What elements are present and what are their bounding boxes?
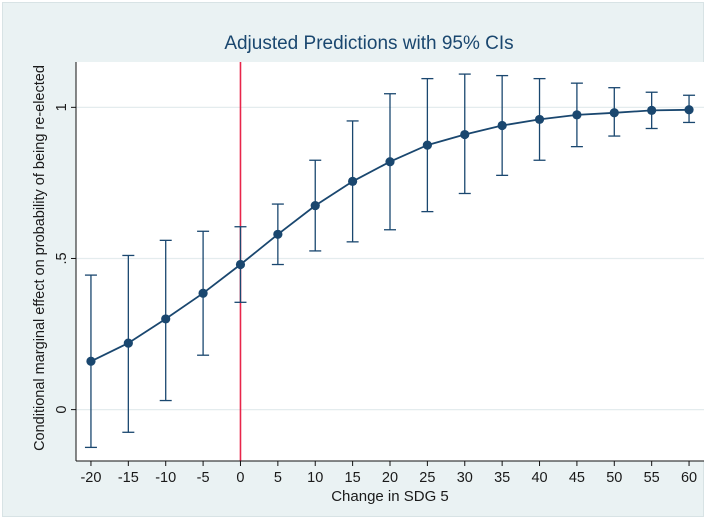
x-tick-label: 35 xyxy=(494,470,510,486)
data-point xyxy=(310,200,320,211)
x-tick-label: 10 xyxy=(307,470,323,486)
x-tick-label: 45 xyxy=(569,470,585,486)
x-tick-label: -5 xyxy=(197,470,210,486)
x-tick-label: -20 xyxy=(80,470,101,486)
data-point xyxy=(161,314,171,324)
data-point xyxy=(460,129,470,140)
x-tick-label: 20 xyxy=(382,470,398,486)
x-axis-label: Change in SDG 5 xyxy=(331,488,449,505)
y-tick-label: 1 xyxy=(54,103,70,111)
x-tick-label: 25 xyxy=(419,470,435,486)
data-point xyxy=(422,140,432,150)
data-point xyxy=(684,105,694,115)
y-axis-label: Conditional marginal effect on probabili… xyxy=(32,65,48,451)
x-tick-label: 5 xyxy=(274,470,282,486)
data-point xyxy=(385,157,395,167)
data-point xyxy=(273,229,283,239)
prediction-points xyxy=(86,105,694,366)
data-point xyxy=(86,356,96,366)
data-point xyxy=(497,120,507,131)
data-point xyxy=(235,259,246,270)
x-tick-label: 30 xyxy=(457,470,473,486)
data-point xyxy=(123,338,133,348)
x-tick-label: 15 xyxy=(345,470,361,486)
chart-title: Adjusted Predictions with 95% CIs xyxy=(224,33,513,54)
x-tick-label: -15 xyxy=(118,470,139,486)
y-tick-labels: 0.51 xyxy=(54,103,76,414)
data-point xyxy=(198,288,208,298)
data-point xyxy=(348,176,358,186)
data-point xyxy=(572,110,582,120)
y-tick-label: .5 xyxy=(54,252,70,264)
x-tick-label: -10 xyxy=(155,470,176,486)
data-point xyxy=(534,114,545,125)
x-tick-label: 60 xyxy=(681,470,697,486)
x-tick-label: 50 xyxy=(606,470,622,486)
data-point xyxy=(609,108,619,118)
y-tick-label: 0 xyxy=(54,406,70,414)
x-tick-label: 40 xyxy=(531,470,547,486)
x-tick-label: 0 xyxy=(236,470,244,486)
data-point xyxy=(647,105,657,115)
x-tick-label: 55 xyxy=(644,470,660,486)
x-tick-labels: -20 -15 -10 -5 0 5 10 15 20 25 30 35 40 45 50 55 60 xyxy=(80,461,697,486)
